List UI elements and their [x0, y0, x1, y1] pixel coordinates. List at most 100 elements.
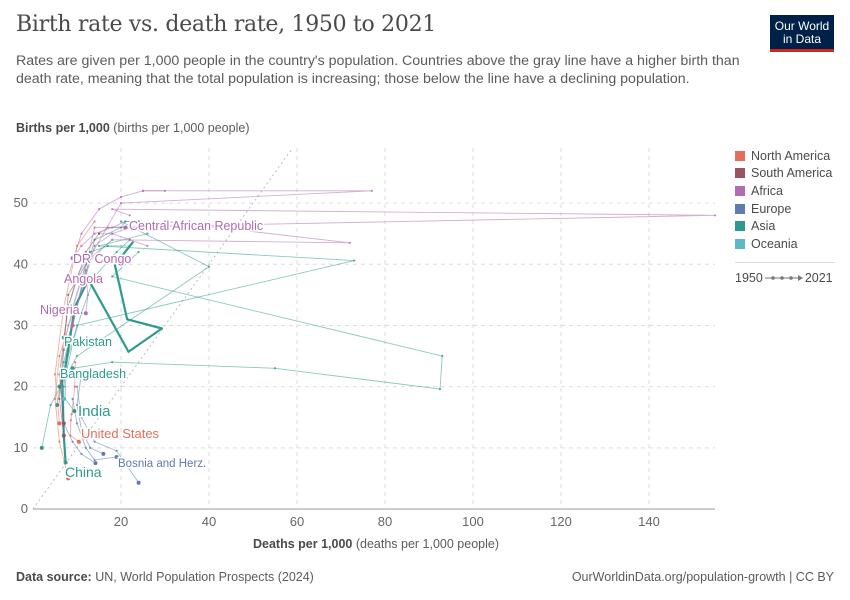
- legend-label: South America: [751, 166, 833, 181]
- x-tick-label: 80: [378, 514, 392, 529]
- data-point: [71, 440, 74, 443]
- y-tick-label: 0: [21, 501, 28, 516]
- x-tick-label: 40: [202, 514, 216, 529]
- end-point: [136, 480, 141, 485]
- data-point: [67, 293, 70, 296]
- legend-label: North America: [751, 148, 831, 163]
- reference-line-births-equal-deaths: [32, 147, 294, 510]
- x-axis-label-bold: Deaths per 1,000: [253, 537, 353, 551]
- data-point: [75, 354, 79, 358]
- data-point: [58, 354, 61, 358]
- data-point: [71, 312, 74, 315]
- data-point: [62, 385, 65, 388]
- data-point: [146, 232, 149, 235]
- source-label: Data source:: [16, 570, 92, 584]
- end-point: [61, 433, 66, 438]
- timeline-legend: 1950 2021: [735, 271, 835, 285]
- legend-swatch: [735, 150, 745, 161]
- legend-item-asia[interactable]: Asia: [735, 217, 835, 235]
- data-point: [115, 250, 118, 254]
- data-point: [111, 208, 114, 211]
- end-point: [70, 366, 75, 371]
- data-point: [141, 189, 145, 192]
- series-label: Nigeria: [40, 303, 80, 317]
- x-tick-label: 20: [114, 514, 128, 529]
- y-axis-label-unit: (births per 1,000 people): [113, 121, 250, 135]
- y-tick-label: 50: [14, 195, 28, 210]
- data-point: [69, 419, 72, 422]
- end-point: [57, 421, 62, 426]
- legend-item-africa[interactable]: Africa: [735, 182, 835, 200]
- legend-swatch: [735, 168, 745, 179]
- data-point: [137, 220, 140, 223]
- legend-label: Oceania: [751, 236, 798, 251]
- data-point: [97, 232, 101, 235]
- x-tick-label: 60: [290, 514, 304, 529]
- data-point: [75, 385, 79, 388]
- owid-logo[interactable]: Our World in Data: [770, 15, 834, 52]
- data-point: [97, 208, 101, 211]
- legend-item-oceania[interactable]: Oceania: [735, 235, 835, 253]
- x-tick-label: 140: [638, 514, 660, 529]
- data-point: [160, 327, 164, 330]
- legend-label: Africa: [751, 183, 783, 198]
- series-country-15: [39, 220, 211, 450]
- series-label: China: [65, 464, 102, 480]
- series-label: Central African Republic: [129, 219, 263, 233]
- series-label: Bosnia and Herz.: [118, 458, 206, 470]
- data-point: [80, 232, 83, 235]
- data-point: [438, 387, 442, 391]
- timeline-arrow-icon: [764, 274, 803, 281]
- end-point: [61, 396, 66, 401]
- data-point: [93, 226, 96, 229]
- data-point: [80, 373, 83, 376]
- data-point: [71, 397, 74, 400]
- y-axis-label: Births per 1,000 (births per 1,000 peopl…: [16, 121, 249, 135]
- data-point: [119, 195, 123, 199]
- data-point: [80, 452, 83, 456]
- data-point: [115, 449, 118, 452]
- chart-subtitle: Rates are given per 1,000 people in the …: [16, 53, 740, 87]
- legend-label: Europe: [751, 201, 792, 216]
- data-point: [74, 361, 77, 364]
- data-point: [128, 214, 131, 217]
- end-point: [76, 439, 81, 444]
- series-label: Bangladesh: [60, 367, 126, 381]
- data-point: [84, 446, 87, 449]
- end-point: [101, 451, 106, 456]
- data-point: [62, 305, 65, 309]
- y-tick-label: 40: [14, 256, 28, 271]
- data-point: [70, 413, 73, 416]
- data-point: [93, 244, 96, 247]
- series-label: Pakistan: [64, 335, 112, 349]
- data-point: [75, 244, 79, 247]
- data-point: [73, 385, 76, 388]
- end-point: [39, 445, 44, 450]
- y-tick-label: 10: [14, 440, 28, 455]
- end-point: [83, 311, 88, 316]
- legend-swatch: [735, 221, 745, 232]
- data-point: [53, 397, 57, 400]
- series-united-states: [69, 361, 81, 444]
- data-point: [93, 440, 96, 443]
- legend-swatch: [735, 238, 745, 249]
- legend-item-north-america[interactable]: North America: [735, 147, 835, 165]
- series-country-14: [57, 232, 356, 389]
- data-point: [93, 275, 96, 278]
- data-point: [84, 250, 87, 254]
- series-line: [64, 239, 131, 412]
- legend-item-europe[interactable]: Europe: [735, 200, 835, 218]
- data-point: [163, 220, 167, 223]
- y-axis-label-bold: Births per 1,000: [16, 121, 110, 135]
- end-point: [66, 476, 71, 481]
- data-point: [119, 220, 123, 223]
- footer-link[interactable]: OurWorldinData.org/population-growth | C…: [571, 570, 834, 584]
- data-point: [713, 214, 717, 217]
- legend-item-south-america[interactable]: South America: [735, 165, 835, 183]
- legend-divider: [735, 261, 835, 263]
- data-point: [119, 201, 123, 205]
- data-point: [111, 232, 114, 235]
- data-source: Data source: UN, World Population Prospe…: [16, 570, 314, 584]
- time-end: 2021: [804, 270, 833, 285]
- data-point: [75, 403, 79, 407]
